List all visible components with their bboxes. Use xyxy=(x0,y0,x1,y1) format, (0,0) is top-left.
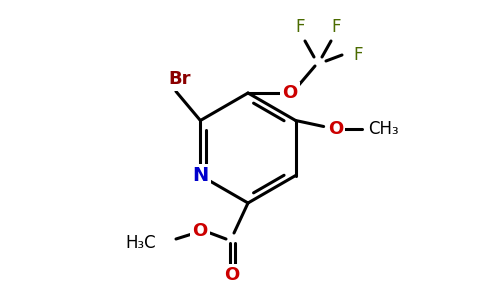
Text: F: F xyxy=(295,18,305,36)
Text: F: F xyxy=(353,46,363,64)
Text: O: O xyxy=(225,266,240,284)
Text: Br: Br xyxy=(169,70,191,88)
Text: O: O xyxy=(282,84,298,102)
Text: N: N xyxy=(192,166,209,185)
Text: CH₃: CH₃ xyxy=(368,119,399,137)
Text: F: F xyxy=(331,18,341,36)
Text: O: O xyxy=(192,222,208,240)
Text: H₃C: H₃C xyxy=(125,234,156,252)
Text: O: O xyxy=(328,119,343,137)
